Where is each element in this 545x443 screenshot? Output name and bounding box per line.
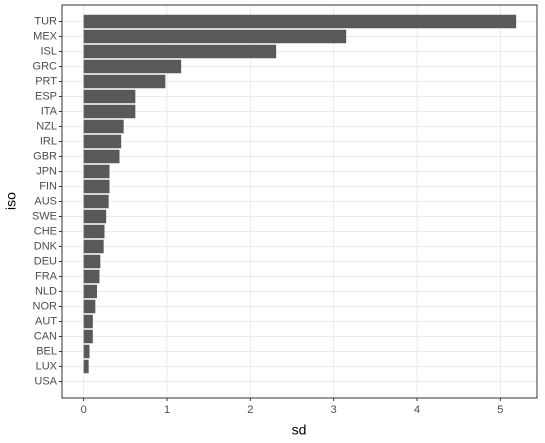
- x-tick-label: 3: [331, 404, 337, 416]
- y-axis-title: iso: [3, 192, 19, 210]
- bar: [83, 44, 277, 59]
- y-tick-label: FIN: [39, 180, 57, 192]
- x-tick-label: 4: [414, 404, 420, 416]
- bar: [83, 314, 93, 329]
- bar: [83, 344, 90, 359]
- bar: [83, 329, 93, 344]
- bar: [83, 59, 182, 74]
- y-tick-label: NLD: [35, 285, 57, 297]
- bar: [83, 89, 136, 104]
- y-tick-label: BEL: [36, 345, 57, 357]
- y-tick-label: PRT: [35, 75, 57, 87]
- bar: [83, 359, 89, 374]
- bar: [83, 164, 110, 179]
- x-axis-title: sd: [292, 422, 307, 438]
- bar: [83, 149, 120, 164]
- bar: [83, 14, 517, 29]
- x-tick-label: 1: [164, 404, 170, 416]
- y-tick-label: NZL: [36, 120, 57, 132]
- y-tick-label: ESP: [35, 90, 57, 102]
- y-tick-label: TUR: [34, 15, 57, 27]
- y-tick-label: AUT: [35, 315, 57, 327]
- bar: [83, 104, 136, 119]
- x-tick-label: 0: [81, 404, 87, 416]
- bar: [83, 179, 110, 194]
- bar: [83, 269, 100, 284]
- bar: [83, 74, 166, 89]
- y-tick-label: LUX: [36, 360, 58, 372]
- y-tick-label: CHE: [34, 225, 57, 237]
- y-tick-label: JPN: [36, 165, 57, 177]
- bar: [83, 29, 347, 44]
- y-tick-label: MEX: [33, 30, 58, 42]
- bar: [83, 239, 104, 254]
- y-tick-label: GBR: [33, 150, 57, 162]
- bar: [83, 134, 122, 149]
- bar: [83, 254, 101, 269]
- y-tick-label: DNK: [34, 240, 58, 252]
- bar: [83, 119, 124, 134]
- panel-border: [61, 4, 538, 399]
- bar: [83, 224, 105, 239]
- y-tick-label: ISL: [40, 45, 57, 57]
- y-tick-label: IRL: [40, 135, 57, 147]
- y-tick-label: FRA: [35, 270, 58, 282]
- bar: [83, 299, 96, 314]
- y-tick-label: NOR: [33, 300, 58, 312]
- bar: [83, 194, 109, 209]
- y-tick-label: DEU: [34, 255, 57, 267]
- bar: [83, 209, 107, 224]
- x-tick-label: 2: [247, 404, 253, 416]
- y-tick-label: USA: [34, 375, 57, 387]
- bar: [83, 284, 97, 299]
- y-tick-label: ITA: [41, 105, 58, 117]
- y-tick-label: CAN: [34, 330, 57, 342]
- y-tick-label: GRC: [33, 60, 58, 72]
- y-tick-label: AUS: [34, 195, 57, 207]
- x-tick-label: 5: [497, 404, 503, 416]
- y-tick-label: SWE: [32, 210, 57, 222]
